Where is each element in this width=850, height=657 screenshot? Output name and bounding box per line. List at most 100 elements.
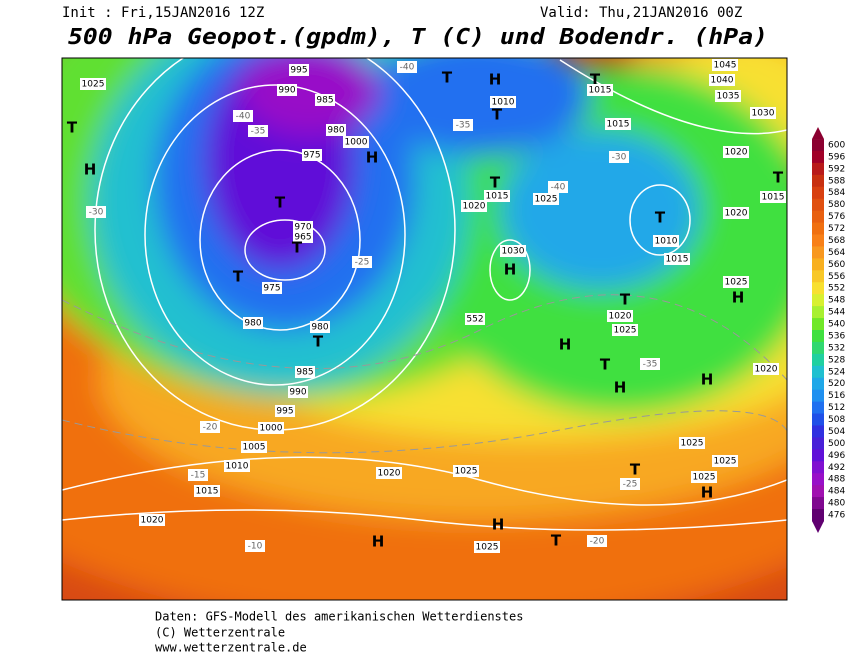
label-box bbox=[310, 321, 330, 333]
temperature-label: -20 bbox=[203, 423, 218, 433]
colorbar-label: 492 bbox=[828, 463, 845, 473]
isobar-label: 1025 bbox=[455, 467, 478, 477]
colorbar-label: 552 bbox=[828, 284, 845, 294]
pressure-center: T bbox=[620, 291, 631, 309]
label-box bbox=[224, 460, 250, 472]
colorbar-swatch bbox=[812, 318, 824, 331]
valid-time: Valid: Thu,21JAN2016 00Z bbox=[540, 5, 742, 21]
colorbar-swatch bbox=[812, 425, 824, 438]
colorbar-label: 484 bbox=[828, 487, 845, 497]
label-box bbox=[723, 146, 749, 158]
colorbar-swatch bbox=[812, 210, 824, 224]
temperature-label: -25 bbox=[623, 480, 638, 490]
temperature-label: -40 bbox=[400, 63, 415, 73]
label-box bbox=[453, 465, 479, 477]
isobar-label: 1020 bbox=[725, 148, 748, 158]
colorbar-label: 556 bbox=[828, 272, 845, 282]
pressure-center: H bbox=[701, 484, 714, 502]
temperature-label: -30 bbox=[612, 153, 627, 163]
colorbar-swatch bbox=[812, 139, 824, 152]
isobar-label: 1015 bbox=[589, 86, 612, 96]
temperature-label: -15 bbox=[191, 471, 206, 481]
isobar-label: 1025 bbox=[476, 543, 499, 553]
label-box bbox=[315, 94, 335, 106]
colorbar-label: 576 bbox=[828, 212, 845, 222]
pressure-center: T bbox=[490, 174, 501, 192]
colorbar-swatch bbox=[812, 198, 824, 212]
label-box bbox=[679, 437, 705, 449]
pressure-center: H bbox=[732, 289, 745, 307]
label-box bbox=[352, 256, 372, 268]
label-box bbox=[343, 136, 369, 148]
isobar-label: 995 bbox=[276, 407, 293, 417]
colorbar-swatch bbox=[812, 330, 824, 343]
isobar-label: 1010 bbox=[492, 98, 515, 108]
temperature-label: -35 bbox=[456, 121, 471, 131]
pressure-center: T bbox=[655, 209, 666, 227]
label-box bbox=[461, 200, 487, 212]
pressure-center: H bbox=[504, 261, 517, 279]
pressure-center: T bbox=[551, 532, 562, 550]
label-box bbox=[548, 181, 568, 193]
label-box bbox=[753, 363, 779, 375]
isobar-label: 985 bbox=[316, 96, 333, 106]
pressure-center: T bbox=[233, 268, 244, 286]
colorbar-swatch bbox=[812, 186, 824, 200]
isobar-label: 1015 bbox=[486, 192, 509, 202]
footer-line: Daten: GFS-Modell des amerikanischen Wet… bbox=[155, 610, 523, 624]
colorbar-label: 560 bbox=[828, 260, 845, 270]
label-box bbox=[760, 191, 786, 203]
isobar-label: 1025 bbox=[681, 439, 704, 449]
label-box bbox=[533, 193, 559, 205]
colorbar-label: 516 bbox=[828, 391, 845, 401]
colorbar-label: 600 bbox=[828, 141, 845, 151]
temperature-label: -25 bbox=[355, 258, 370, 268]
colorbar-swatch bbox=[812, 270, 824, 283]
isobar-label: 1020 bbox=[378, 469, 401, 479]
pressure-center: T bbox=[275, 194, 286, 212]
label-box bbox=[640, 358, 660, 370]
temperature-label: -35 bbox=[251, 127, 266, 137]
colorbar-swatch bbox=[812, 294, 824, 307]
colorbar-label: 592 bbox=[828, 164, 845, 174]
colorbar-label: 588 bbox=[828, 176, 845, 186]
isobar-label: 1025 bbox=[714, 457, 737, 467]
isobar-label: 1045 bbox=[714, 61, 737, 71]
isobar-label: 1030 bbox=[752, 109, 775, 119]
isobar-label: 995 bbox=[290, 66, 307, 76]
isobar-label: 1025 bbox=[82, 80, 105, 90]
colorbar-label: 508 bbox=[828, 415, 845, 425]
colorbar-swatch bbox=[812, 365, 824, 379]
colorbar-swatch bbox=[812, 282, 824, 295]
colorbar-swatch bbox=[812, 485, 824, 498]
colorbar-label: 504 bbox=[828, 427, 845, 437]
isobar-label: 1025 bbox=[535, 195, 558, 205]
label-box bbox=[484, 190, 510, 202]
isobar-label: 980 bbox=[311, 323, 328, 333]
label-box bbox=[245, 540, 265, 552]
pressure-center: T bbox=[630, 461, 641, 479]
pressure-center: T bbox=[442, 69, 453, 87]
temperature-label: -40 bbox=[236, 112, 251, 122]
isobar-label: 1020 bbox=[463, 202, 486, 212]
label-box bbox=[248, 125, 268, 137]
label-box bbox=[188, 469, 208, 481]
colorbar-swatch bbox=[812, 449, 824, 462]
label-box bbox=[712, 455, 738, 467]
isobar-label: 1025 bbox=[693, 473, 716, 483]
pressure-center: H bbox=[614, 379, 627, 397]
label-box bbox=[258, 422, 284, 434]
isobar-label: 1035 bbox=[717, 92, 740, 102]
colorbar-label: 480 bbox=[828, 499, 845, 509]
isobar-label: 980 bbox=[244, 319, 261, 329]
colorbar-swatch bbox=[812, 461, 824, 474]
colorbar-label: 524 bbox=[828, 367, 845, 377]
colorbar-swatch bbox=[812, 401, 824, 415]
label-box bbox=[465, 313, 485, 325]
label-box bbox=[612, 324, 638, 336]
colorbar-swatch bbox=[812, 389, 824, 403]
colorbar-swatch bbox=[812, 341, 824, 355]
label-box bbox=[609, 151, 629, 163]
isobar-label: 990 bbox=[278, 86, 295, 96]
isobar-label: 1000 bbox=[260, 424, 283, 434]
